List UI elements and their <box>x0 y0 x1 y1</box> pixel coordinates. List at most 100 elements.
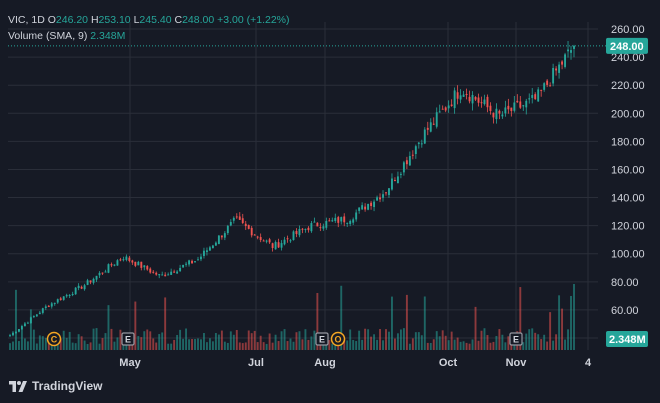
candle-body <box>211 245 214 249</box>
candle-body <box>456 92 459 99</box>
candle-body <box>546 80 549 85</box>
volume-bar <box>531 328 534 350</box>
volume-bar <box>244 342 247 350</box>
candle-body <box>74 287 77 295</box>
candle-body <box>429 122 432 132</box>
volume-bar <box>77 334 80 350</box>
candle-body <box>191 260 193 264</box>
candle-body <box>26 322 29 324</box>
candle-body <box>337 217 340 223</box>
event-marker[interactable] <box>121 332 135 346</box>
candle-body <box>495 108 498 120</box>
volume-bar <box>89 342 92 350</box>
candle-body <box>522 105 525 107</box>
candle-body <box>558 64 561 73</box>
volume-bar <box>379 329 381 350</box>
volume-label[interactable]: Volume (SMA, 9) <box>8 30 88 42</box>
volume-bar <box>232 334 235 350</box>
volume-bar <box>444 335 447 350</box>
candle-body <box>516 100 519 103</box>
time-axis[interactable]: May Jul Aug Oct Nov 4 <box>119 357 592 369</box>
y-tick-label: 60.00 <box>611 305 639 317</box>
volume-legend[interactable]: Volume (SMA, 9) 2.348M <box>8 30 125 42</box>
candle-body <box>352 219 355 223</box>
volume-bar <box>441 330 444 350</box>
volume-bar <box>370 336 373 350</box>
volume-bar <box>256 342 259 350</box>
volume-bar <box>546 341 549 350</box>
candle-body <box>537 89 540 102</box>
volume-bar <box>211 341 214 350</box>
volume-bar <box>110 328 113 350</box>
volume-bar <box>468 343 471 350</box>
volume-bar <box>480 330 483 350</box>
volume-bar <box>41 336 44 350</box>
volume-bar <box>471 339 474 350</box>
volume-bar <box>104 333 107 350</box>
candle-body <box>32 316 35 318</box>
candle-body <box>247 225 250 229</box>
candle-body <box>41 308 44 313</box>
volume-bar <box>555 334 558 350</box>
candle-body <box>376 197 378 201</box>
event-marker-label: E <box>513 335 519 345</box>
candle-body <box>149 268 152 273</box>
candle-body <box>358 207 361 211</box>
candle-body <box>146 266 149 270</box>
candle-body <box>277 242 280 248</box>
candle-body <box>301 228 304 230</box>
open-value: 246.20 <box>55 14 89 26</box>
candle-body <box>20 326 23 330</box>
volume-bar <box>304 329 307 350</box>
volume-bar <box>420 335 423 350</box>
volume-bar <box>417 332 420 350</box>
tradingview-logo[interactable]: TradingView <box>9 379 102 393</box>
candle-body <box>289 240 292 242</box>
volume-bar <box>573 283 575 350</box>
volume-bar <box>173 339 176 350</box>
candle-body <box>125 256 128 260</box>
event-marker[interactable] <box>315 332 329 346</box>
volume-bar <box>504 342 507 350</box>
price-axis[interactable]: 40.0060.0080.00100.00120.00140.00160.001… <box>611 24 645 345</box>
candle-body <box>331 220 334 222</box>
interval[interactable]: 1D <box>31 14 45 26</box>
volume-bar <box>241 343 244 350</box>
high-label: H <box>90 14 99 26</box>
volume-bar <box>170 343 173 350</box>
y-tick-label: 220.00 <box>611 80 645 92</box>
candle-body <box>361 205 364 210</box>
volume-bar <box>313 330 316 350</box>
volume-bar <box>450 331 453 350</box>
volume-bar <box>47 340 50 350</box>
volume-bar <box>86 343 89 350</box>
candle-body <box>185 263 188 265</box>
volume-bar <box>432 339 435 350</box>
candle-body <box>340 217 343 222</box>
volume-bar <box>9 343 11 350</box>
volume-bar <box>364 328 367 350</box>
candle-body <box>262 240 265 242</box>
volume-bar <box>116 337 119 350</box>
y-tick-label: 140.00 <box>611 193 645 205</box>
volume-bar <box>501 334 504 350</box>
y-tick-label: 120.00 <box>611 221 645 233</box>
event-marker[interactable] <box>330 331 346 347</box>
candle-body <box>510 107 513 112</box>
volume-bar <box>229 331 232 350</box>
volume-bar <box>426 342 429 350</box>
ticker[interactable]: VIC <box>8 14 26 26</box>
symbol-legend[interactable]: VIC, 1D O246.20 H253.10 L245.40 C248.00 … <box>8 14 290 26</box>
volume-bar <box>259 335 262 350</box>
candle-body <box>396 176 399 184</box>
volume-bar <box>564 339 566 350</box>
candle-body <box>441 108 444 110</box>
volume-bar <box>295 332 298 350</box>
event-marker[interactable] <box>46 331 62 347</box>
volume-bar <box>140 337 143 350</box>
candle-body <box>420 143 423 145</box>
volume-bar <box>298 331 301 350</box>
event-marker[interactable] <box>509 332 523 346</box>
candle-body <box>104 271 107 273</box>
